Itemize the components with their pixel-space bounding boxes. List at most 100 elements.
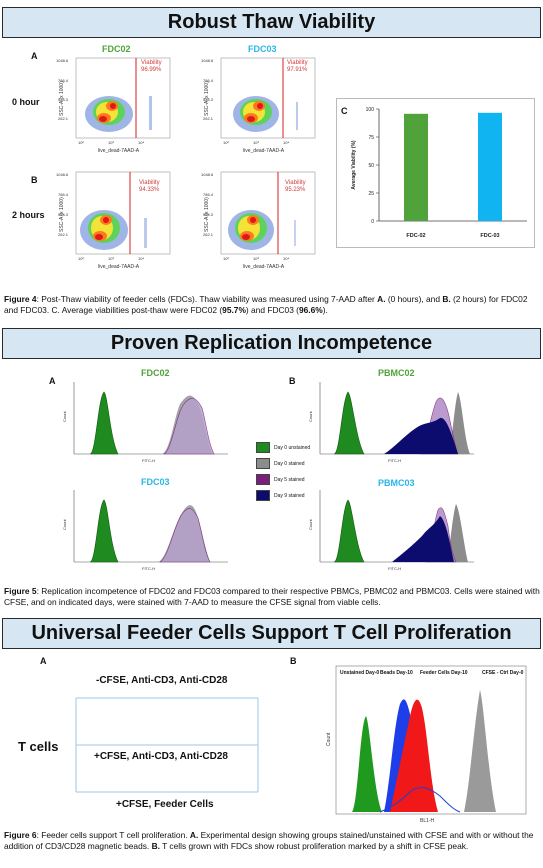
svg-text:10⁴: 10⁴ <box>283 140 289 145</box>
caption-text: T cells grown with FDCs show robust prol… <box>159 841 469 851</box>
figure-4-caption: Figure 4: Post-Thaw viability of feeder … <box>4 294 540 316</box>
svg-text:10²: 10² <box>223 140 229 145</box>
y-tick-label: 25 <box>368 191 374 197</box>
sample-label-pbmc02: PBMC02 <box>378 368 415 378</box>
svg-text:10²: 10² <box>78 256 84 261</box>
cfse-histogram-svg: Unstained Day-0 Beads Day-10 Feeder Cell… <box>326 665 527 824</box>
viability-label: Viability <box>139 180 160 186</box>
sample-label-pbmc03: PBMC03 <box>378 478 415 488</box>
panel-letter-b: B <box>31 175 38 185</box>
svg-text:Count: Count <box>308 518 313 530</box>
svg-text:786.4: 786.4 <box>203 192 214 197</box>
svg-text:262.1: 262.1 <box>203 232 214 237</box>
svg-text:262.1: 262.1 <box>58 116 69 121</box>
svg-text:1048.6: 1048.6 <box>201 58 214 63</box>
legend-swatch <box>256 490 270 501</box>
caption-value: 95.7% <box>222 305 246 315</box>
legend-swatch <box>256 458 270 469</box>
figure-5-caption: Figure 5: Replication incompetence of FD… <box>4 586 540 608</box>
group-label-3: +CFSE, Feeder Cells <box>116 799 214 810</box>
flow-cloud <box>85 96 152 132</box>
caption-value: 96.6% <box>298 305 323 315</box>
y-tick-label: 50 <box>368 163 374 169</box>
legend-item: Day 0 stained <box>256 458 310 469</box>
hist-xaxis-label: BL1-H <box>420 818 435 824</box>
y-tick-label: 100 <box>366 107 375 113</box>
group-label-2: +CFSE, Anti-CD3, Anti-CD28 <box>94 751 228 762</box>
caption-b: B. <box>442 294 451 304</box>
caption-prefix: Figure 6 <box>4 830 37 840</box>
flow-xaxis-label: live_dead-7AAD-A <box>243 148 285 154</box>
hist-label-feeder: Feeder Cells Day-10 <box>420 670 468 676</box>
svg-text:786.4: 786.4 <box>203 78 214 83</box>
panel-letter-a: A <box>49 376 56 386</box>
panel-letter-b: B <box>289 376 296 386</box>
histogram-svg: Count FITC-H <box>62 382 228 463</box>
flow-plot-svg: 1048.6 786.4 524.3 262.1 10² 10³ 10⁴ liv… <box>201 57 316 154</box>
legend-swatch <box>256 442 270 453</box>
flow-yaxis-label: SSC-A (x 1000) <box>204 81 210 116</box>
svg-text:1048.6: 1048.6 <box>56 172 69 177</box>
panel-letter-a: A <box>31 51 38 61</box>
svg-text:10²: 10² <box>78 140 84 145</box>
legend-swatch <box>256 474 270 485</box>
svg-text:1048.6: 1048.6 <box>56 58 69 63</box>
row-label-0-hour: 0 hour <box>12 97 40 107</box>
svg-text:524.3: 524.3 <box>203 97 214 102</box>
flow-xaxis-label: live_dead-7AAD-A <box>243 264 285 270</box>
panel-letter-a: A <box>40 656 47 666</box>
viability-value: 95.23% <box>285 187 306 193</box>
histogram-svg: Count FITC-H <box>308 382 474 463</box>
histogram-svg: Count FITC-H <box>308 490 474 571</box>
flow-plot-fdc03-2h: 1048.6 786.4 524.3 262.1 10² 10³ 10⁴ liv… <box>199 170 317 272</box>
sample-label-fdc02: FDC02 <box>102 44 131 54</box>
caption-prefix: Figure 4 <box>4 294 37 304</box>
svg-text:FITC-H: FITC-H <box>388 458 401 463</box>
histogram-fdc03: Count FITC-H <box>62 486 232 574</box>
panel-letter-b: B <box>290 656 297 666</box>
flow-cloud <box>228 210 296 250</box>
histogram-pbmc03: Count FITC-H <box>308 486 478 574</box>
hist-label-ctrl: CFSE - Ctrl Day-0 <box>482 670 524 676</box>
caption-text: : Replication incompetence of FDC02 and … <box>4 586 540 607</box>
svg-text:10³: 10³ <box>108 256 114 261</box>
viability-value: 96.99% <box>141 67 162 73</box>
svg-text:10⁴: 10⁴ <box>138 256 144 261</box>
svg-text:FITC-H: FITC-H <box>388 566 401 571</box>
svg-text:10³: 10³ <box>108 140 114 145</box>
bar-chart-svg: 0 25 50 75 100 FDC-02 FDC-03 Average Viability … <box>351 107 527 239</box>
viability-label: Viability <box>141 60 162 66</box>
caption-b: B. <box>151 841 160 851</box>
flow-plot-fdc02-2h: 1048.6 786.4 524.3 262.1 10² 10³ 10⁴ liv… <box>54 170 172 272</box>
svg-text:10²: 10² <box>223 256 229 261</box>
flow-xaxis-label: live_dead-7AAD-A <box>98 264 140 270</box>
bar-fdc-03 <box>478 112 502 221</box>
legend-item: Day 9 stained <box>256 490 310 501</box>
viability-value: 97.91% <box>287 67 308 73</box>
svg-text:524.3: 524.3 <box>58 212 69 217</box>
legend-label: Day 0 stained <box>274 460 305 467</box>
svg-text:786.4: 786.4 <box>58 78 69 83</box>
svg-text:524.3: 524.3 <box>58 97 69 102</box>
caption-a: A. <box>377 294 386 304</box>
flow-yaxis-label: SSC-A (x 1000) <box>59 81 65 116</box>
caption-text: ) and FDC03 ( <box>245 305 299 315</box>
sample-label-fdc03: FDC03 <box>141 477 170 487</box>
svg-text:Count: Count <box>308 410 313 422</box>
flow-yaxis-label: SSC-A (x 1000) <box>59 197 65 232</box>
flow-plot-svg: 1048.6 786.4 524.3 262.1 10² 10³ 10⁴ liv… <box>56 57 171 154</box>
svg-text:FITC-H: FITC-H <box>142 458 155 463</box>
panel-letter-c: C <box>341 106 348 116</box>
x-tick-label: FDC-03 <box>480 233 499 239</box>
histogram-svg: Count FITC-H <box>62 490 228 571</box>
caption-a: A. <box>189 830 199 840</box>
flow-xaxis-label: live_dead-7AAD-A <box>98 148 140 154</box>
sample-label-fdc02: FDC02 <box>141 368 170 378</box>
flow-plot-fdc02-0h: 1048.6 786.4 524.3 262.1 10² 10³ 10⁴ liv… <box>54 56 172 156</box>
svg-text:10⁴: 10⁴ <box>283 256 289 261</box>
histogram-pbmc02: Count FITC-H <box>308 378 478 466</box>
caption-text: (0 hours), and <box>385 294 443 304</box>
legend-item: Day 0 unstained <box>256 442 310 453</box>
histogram-legend: Day 0 unstained Day 0 stained Day 5 stai… <box>256 442 310 506</box>
flow-plot-svg: 1048.6 786.4 524.3 262.1 10² 10³ 10⁴ liv… <box>201 171 316 270</box>
